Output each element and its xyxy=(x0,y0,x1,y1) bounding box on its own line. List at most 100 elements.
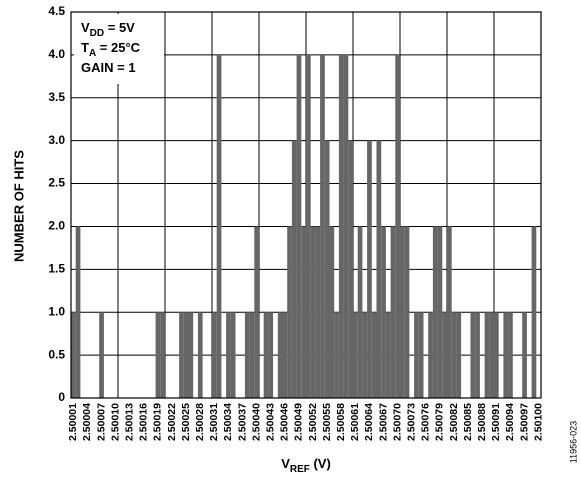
bar xyxy=(343,54,349,399)
x-axis-title: VREF (V) xyxy=(281,456,331,475)
x-axis-title-sub: REF xyxy=(290,464,310,475)
bar xyxy=(404,226,410,398)
annotation: TA = 25°C xyxy=(81,40,141,59)
x-tick-label: 2.50052 xyxy=(307,403,319,441)
bar xyxy=(484,312,490,398)
annotation-subscript: DD xyxy=(90,28,104,39)
x-tick-label: 2.50007 xyxy=(95,403,107,441)
y-tick-label: 4.5 xyxy=(48,4,65,18)
bar xyxy=(310,226,316,398)
bar xyxy=(324,140,330,398)
bar xyxy=(301,226,306,398)
x-tick-label: 2.50097 xyxy=(518,403,530,441)
bar xyxy=(249,312,255,398)
y-tick-label: 0.5 xyxy=(48,347,65,361)
bar xyxy=(381,226,386,398)
bar xyxy=(385,312,391,398)
bar xyxy=(489,312,494,398)
bar xyxy=(99,312,104,398)
bar xyxy=(353,312,358,398)
bar xyxy=(329,226,335,398)
bar xyxy=(291,140,297,398)
x-tick-label: 2.50055 xyxy=(321,403,333,441)
bar xyxy=(296,54,302,399)
bar xyxy=(428,312,433,398)
bar xyxy=(414,312,419,398)
bar xyxy=(315,226,321,398)
bar xyxy=(226,312,231,398)
bar xyxy=(390,226,396,398)
bar xyxy=(155,312,161,398)
x-tick-label: 2.50073 xyxy=(406,403,418,441)
bar xyxy=(71,312,76,398)
bar xyxy=(287,226,292,398)
bar xyxy=(183,312,189,398)
x-tick-label: 2.50067 xyxy=(377,403,389,441)
x-tick-label: 2.50016 xyxy=(138,403,150,441)
bar xyxy=(447,226,452,398)
annotation: VDD = 5V xyxy=(81,20,135,39)
bar xyxy=(395,54,400,399)
x-tick-label: 2.50091 xyxy=(490,403,502,441)
bar xyxy=(418,312,424,398)
x-tick-label: 2.50028 xyxy=(194,403,206,441)
x-tick-label: 2.50043 xyxy=(265,403,277,441)
bar xyxy=(470,312,476,398)
x-axis-title-main: V xyxy=(281,456,290,471)
y-tick-label: 2.0 xyxy=(48,219,65,233)
bar xyxy=(244,312,250,398)
bar xyxy=(334,312,339,398)
bar xyxy=(367,140,372,398)
annotation-part: V xyxy=(81,20,90,35)
bar xyxy=(348,140,353,398)
bar xyxy=(320,54,325,399)
x-tick-label: 2.50082 xyxy=(448,403,460,441)
x-tick-label: 2.50034 xyxy=(222,403,234,441)
bar xyxy=(268,312,274,398)
x-tick-label: 2.50025 xyxy=(180,403,192,441)
annotation-subscript: A xyxy=(89,48,96,59)
bar xyxy=(263,312,269,398)
x-tick-label: 2.50094 xyxy=(504,403,516,441)
x-tick-label: 2.50079 xyxy=(434,403,446,441)
x-tick-label: 2.50070 xyxy=(391,403,403,441)
bar xyxy=(522,312,527,398)
x-tick-label: 2.50040 xyxy=(250,403,262,441)
x-tick-label: 2.50085 xyxy=(462,403,474,441)
x-tick-label: 2.50001 xyxy=(67,403,79,441)
x-tick-label: 2.50013 xyxy=(124,403,136,441)
x-tick-label: 2.50031 xyxy=(208,403,220,441)
y-tick-label: 4.0 xyxy=(48,47,65,61)
x-tick-label: 2.50076 xyxy=(420,403,432,441)
bar xyxy=(216,54,222,399)
bar xyxy=(508,312,513,398)
bar xyxy=(357,226,363,398)
annotation-part: = 5V xyxy=(104,20,135,35)
bar xyxy=(456,312,462,398)
bar xyxy=(451,312,457,398)
bar xyxy=(503,312,509,398)
x-tick-label: 2.50019 xyxy=(152,403,164,441)
bar xyxy=(494,312,499,398)
annotation: GAIN = 1 xyxy=(81,60,136,75)
bar xyxy=(197,312,203,398)
bar xyxy=(230,312,236,398)
annotation-part: = 25°C xyxy=(96,40,140,55)
bar xyxy=(179,312,184,398)
bar xyxy=(160,312,165,398)
y-tick-label: 2.5 xyxy=(48,176,65,190)
x-tick-label: 2.50037 xyxy=(236,403,248,441)
x-tick-label: 2.50049 xyxy=(293,403,305,441)
bar xyxy=(338,54,344,399)
bar xyxy=(306,54,311,399)
bar xyxy=(437,226,443,398)
x-axis-title-unit: (V) xyxy=(310,456,331,471)
y-axis-title: NUMBER OF HITS xyxy=(11,150,26,262)
bar xyxy=(475,312,480,398)
x-tick-label: 2.50022 xyxy=(166,403,178,441)
bar xyxy=(400,226,405,398)
bar xyxy=(371,312,377,398)
y-tick-label: 0 xyxy=(58,390,65,404)
x-tick-label: 2.50004 xyxy=(81,403,93,441)
